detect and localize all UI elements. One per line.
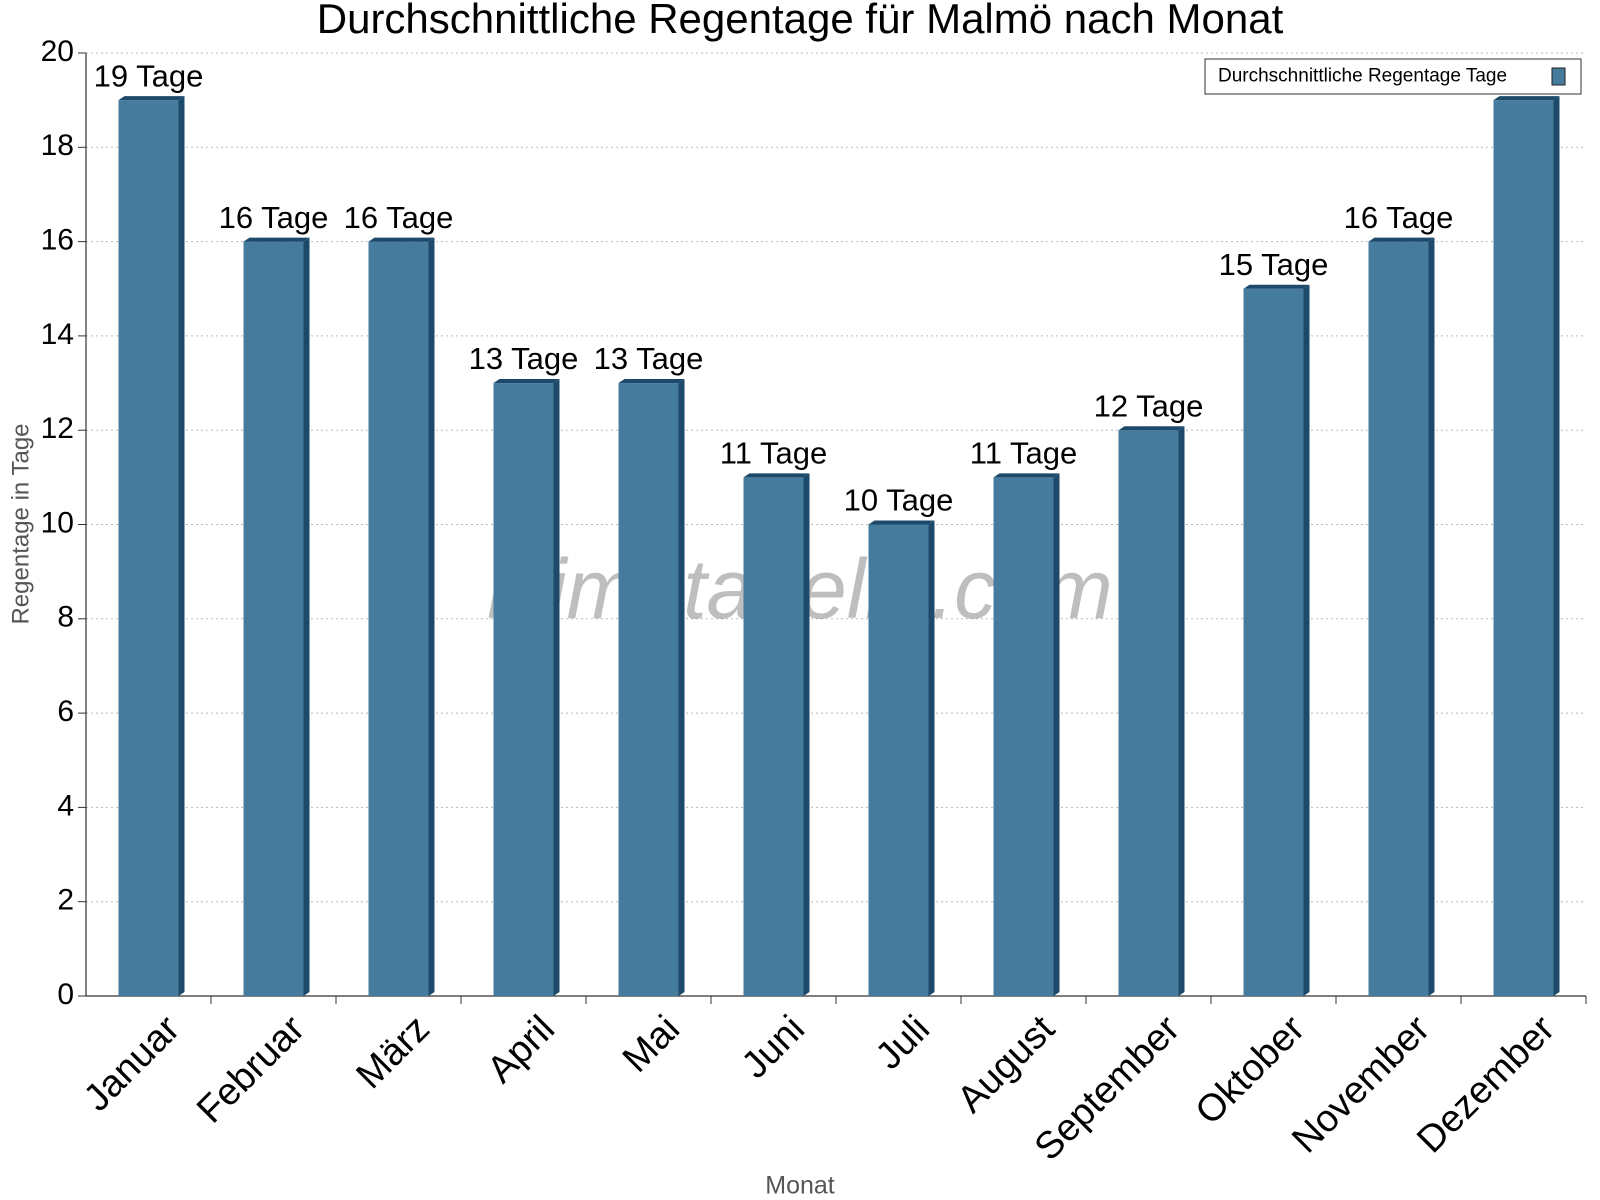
bar-side <box>1428 237 1435 997</box>
data-label: 16 Tage <box>1344 200 1454 235</box>
x-tick-label: Dezember <box>1409 1008 1563 1162</box>
x-tick-label: August <box>950 1007 1064 1121</box>
legend-swatch <box>1551 67 1566 86</box>
bar-top <box>1243 284 1310 289</box>
y-tick-label: 2 <box>57 884 74 917</box>
bar-top <box>1368 237 1435 242</box>
data-label: 12 Tage <box>1094 388 1204 423</box>
bar <box>368 241 429 997</box>
data-label: 15 Tage <box>1219 247 1329 282</box>
bar-side <box>1053 473 1060 997</box>
bar-top <box>868 520 935 525</box>
bar <box>618 383 679 996</box>
bar-side <box>1303 284 1310 996</box>
chart-title: Durchschnittliche Regentage für Malmö na… <box>317 0 1284 42</box>
bar-top <box>493 379 560 384</box>
bar-top <box>1493 96 1560 101</box>
data-label: 13 Tage <box>469 341 579 376</box>
bar <box>1118 430 1179 996</box>
bar-side <box>803 473 810 997</box>
x-tick-label: Mai <box>615 1008 688 1081</box>
legend-label: Durchschnittliche Regentage Tage <box>1218 66 1507 87</box>
bar <box>868 524 929 996</box>
bar <box>243 241 304 997</box>
y-axis-title: Regentage in Tage <box>7 423 34 624</box>
y-tick-label: 20 <box>41 35 74 68</box>
data-label: 13 Tage <box>594 341 704 376</box>
x-tick-label: Februar <box>189 1008 313 1132</box>
bar-top <box>993 473 1060 478</box>
bar-side <box>303 237 310 997</box>
data-label: 10 Tage <box>844 483 954 518</box>
y-tick-label: 18 <box>41 129 74 162</box>
y-tick-label: 14 <box>41 318 74 351</box>
bar <box>1368 241 1429 997</box>
x-tick-label: April <box>479 1008 562 1091</box>
x-tick-label: Oktober <box>1188 1008 1314 1134</box>
bar-side <box>678 379 685 996</box>
bar <box>1493 100 1554 996</box>
legend-box <box>1204 58 1582 95</box>
bar-side <box>553 379 560 996</box>
data-label: 16 Tage <box>344 200 454 235</box>
bar-side <box>1553 96 1560 996</box>
y-tick-label: 10 <box>41 506 74 539</box>
bar-top <box>1118 426 1185 431</box>
y-tick-label: 16 <box>41 224 74 257</box>
bar <box>1243 288 1304 996</box>
bar-side <box>428 237 435 997</box>
x-tick-label: Juni <box>734 1008 813 1087</box>
bar-top <box>368 237 435 242</box>
bar <box>743 477 804 997</box>
bar-top <box>118 96 185 101</box>
y-tick-label: 6 <box>57 695 74 728</box>
bar <box>993 477 1054 997</box>
x-tick-label: Januar <box>76 1008 188 1120</box>
bar-top <box>618 379 685 384</box>
y-tick-label: 4 <box>57 789 74 822</box>
data-label: 19 Tage <box>94 58 204 93</box>
y-tick-label: 8 <box>57 601 74 634</box>
bar <box>493 383 554 996</box>
x-tick-label: März <box>349 1008 438 1097</box>
bar-side <box>1178 426 1185 996</box>
bar-top <box>743 473 810 478</box>
data-label: 11 Tage <box>720 436 827 471</box>
x-axis-title: Monat <box>765 1172 835 1200</box>
bar-top <box>243 237 310 242</box>
bar-side <box>178 96 185 996</box>
x-tick-label: Juli <box>868 1008 938 1078</box>
bar <box>118 100 179 996</box>
y-tick-label: 12 <box>41 412 74 445</box>
y-tick-label: 0 <box>57 978 74 1011</box>
data-label: 11 Tage <box>970 436 1077 471</box>
data-label: 16 Tage <box>219 200 329 235</box>
bar-side <box>928 520 935 996</box>
